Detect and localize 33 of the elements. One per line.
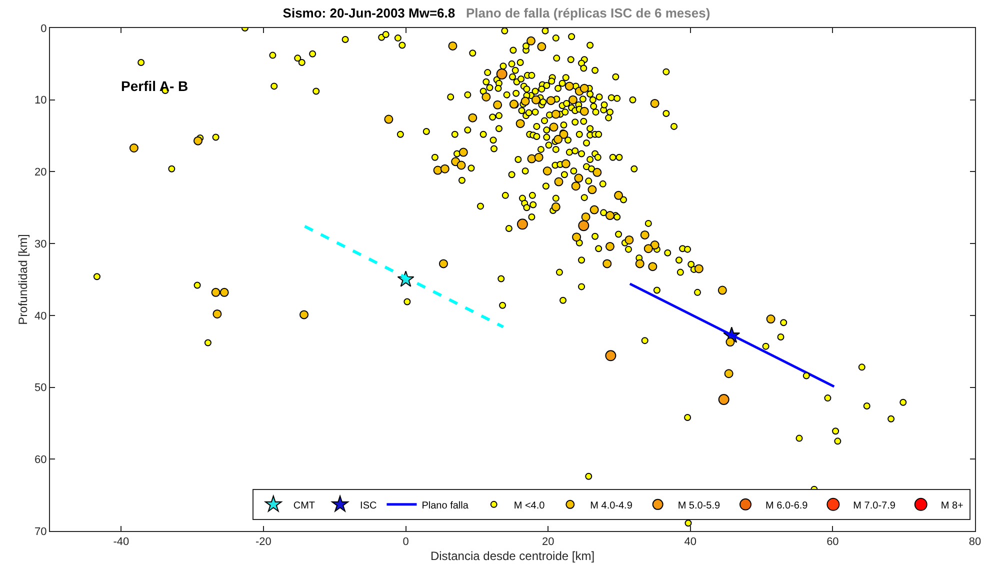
x-tick-label: 40 [684,536,697,548]
legend-label: Plano falla [422,500,469,512]
legend-label: ISC [360,500,377,512]
legend-label: M 7.0-7.9 [853,500,896,512]
x-tick-label: 80 [968,536,982,548]
legend-label: M <4.0 [514,500,546,512]
legend-label: M 4.0-4.9 [590,500,633,512]
y-tick-label: 60 [34,454,47,466]
point [516,218,528,230]
x-tick-label: 60 [826,536,839,548]
legend-label: M 8+ [940,500,964,512]
x-axis-title: Distancia desde centroide [km] [430,549,595,564]
legend-label: M 6.0-6.9 [766,500,808,512]
x-tick-label: 20 [542,536,554,548]
point [718,394,730,405]
point [496,68,508,80]
y-tick-label: 20 [34,166,47,179]
y-axis-title: Profundidad [km] [16,234,30,325]
chart-subtitle: Plano de falla (réplicas ISC de 6 meses) [466,6,710,21]
x-tick-label: -20 [256,536,272,548]
point [578,220,590,232]
y-tick-label: 70 [34,526,47,538]
y-tick-label: 40 [34,310,47,322]
y-tick-label: 50 [34,382,47,394]
y-tick-label: 30 [34,238,47,250]
y-tick-label: 10 [34,94,47,107]
legend-label: CMT [293,500,316,512]
point [605,350,616,362]
chart-title: Sismo: 20-Jun-2003 Mw=6.8 [282,6,456,21]
x-tick-label: -40 [113,536,130,548]
y-tick-label: 0 [40,22,47,35]
legend-label: M 5.0-5.9 [678,500,721,512]
x-tick-label: 0 [402,536,409,548]
